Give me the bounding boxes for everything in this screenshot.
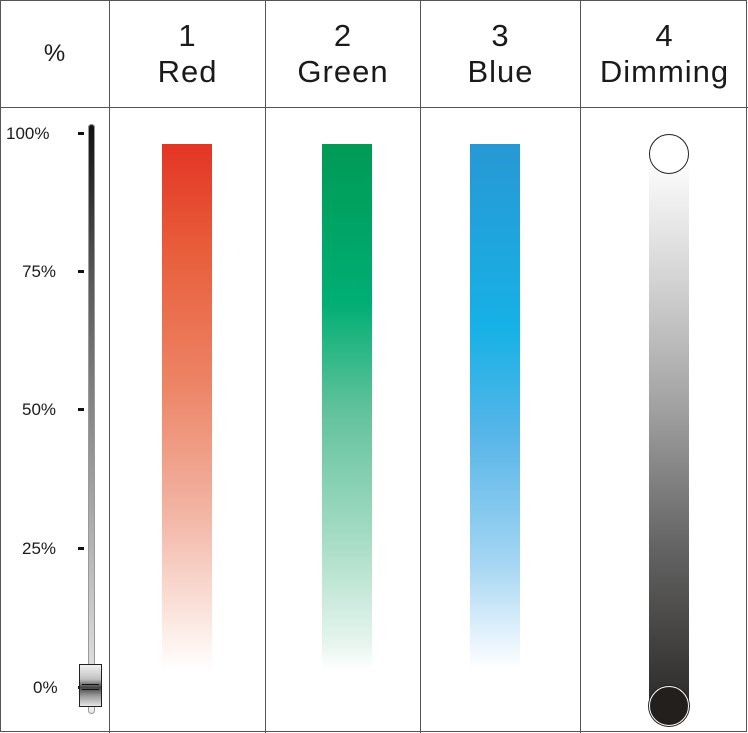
channel-number: 2	[333, 17, 353, 53]
channel-number: 1	[178, 17, 197, 53]
tick-mark	[78, 270, 84, 273]
column-divider	[580, 0, 581, 733]
channel-number: 3	[491, 17, 510, 53]
percent-header-label: %	[43, 39, 66, 67]
tick-label-0: 0%	[33, 678, 58, 697]
channel-name: Dimming	[599, 53, 730, 89]
channel-header-blue: 3 Blue	[421, 0, 580, 107]
tick-mark	[78, 547, 84, 550]
dimming-min-knob[interactable]	[649, 686, 689, 726]
tick-mark	[78, 408, 84, 411]
channel-header-dimming: 4 Dimming	[581, 0, 748, 107]
dimming-max-knob[interactable]	[649, 134, 689, 174]
channel-name: Green	[297, 53, 389, 89]
tick-label-75: 75%	[22, 262, 57, 281]
tick-mark	[78, 132, 84, 135]
channel-header-red: 1 Red	[110, 0, 265, 107]
red-gradient-bar	[162, 144, 212, 670]
tick-label-25: 25%	[22, 539, 57, 558]
fader-track[interactable]	[88, 124, 95, 714]
channel-header-green: 2 Green	[266, 0, 420, 107]
column-divider	[109, 0, 110, 733]
header-divider	[0, 107, 748, 108]
column-divider	[420, 0, 421, 733]
column-divider	[265, 0, 266, 733]
channel-name: Red	[157, 53, 218, 89]
channel-number: 4	[655, 17, 674, 53]
fader-handle[interactable]	[79, 664, 102, 707]
dimming-gradient-track	[649, 155, 689, 707]
green-gradient-bar	[322, 144, 372, 670]
percent-header: %	[0, 0, 109, 107]
tick-label-100: 100%	[6, 124, 50, 143]
blue-gradient-bar	[470, 144, 520, 670]
channel-name: Blue	[467, 53, 534, 89]
tick-label-50: 50%	[22, 400, 57, 419]
